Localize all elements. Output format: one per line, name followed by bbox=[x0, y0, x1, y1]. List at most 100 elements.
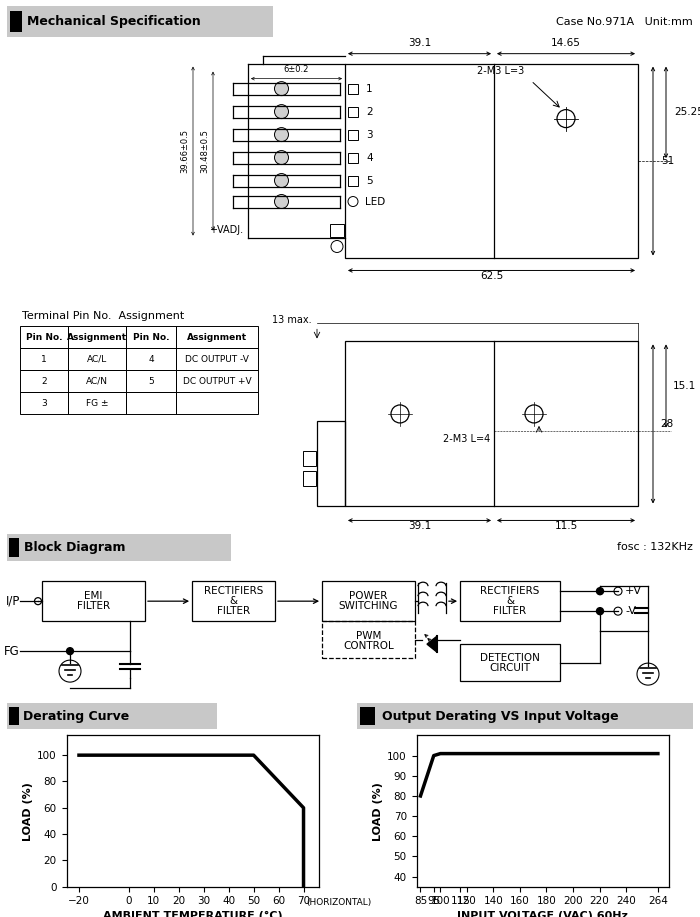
Bar bbox=[460, 644, 560, 681]
Circle shape bbox=[596, 608, 603, 614]
Text: RECTIFIERS: RECTIFIERS bbox=[204, 586, 263, 596]
Bar bbox=[68, 392, 126, 414]
Bar bbox=[348, 129, 358, 139]
X-axis label: AMBIENT TEMPERATURE (°C): AMBIENT TEMPERATURE (°C) bbox=[103, 911, 282, 917]
Text: Derating Curve: Derating Curve bbox=[22, 710, 129, 723]
Text: Pin No.: Pin No. bbox=[26, 333, 62, 342]
Text: 25.25: 25.25 bbox=[674, 107, 700, 117]
Text: DETECTION: DETECTION bbox=[480, 653, 540, 663]
Bar bbox=[348, 175, 358, 185]
X-axis label: INPUT VOLTAGE (VAC) 60Hz: INPUT VOLTAGE (VAC) 60Hz bbox=[457, 911, 628, 917]
Text: 4: 4 bbox=[366, 152, 372, 162]
Text: Assignment: Assignment bbox=[67, 333, 127, 342]
Text: DC OUTPUT -V: DC OUTPUT -V bbox=[185, 355, 249, 364]
Bar bbox=[20, 348, 68, 370]
Bar bbox=[9, 707, 18, 725]
Bar bbox=[303, 451, 316, 467]
Bar bbox=[68, 370, 126, 392]
Text: POWER: POWER bbox=[349, 591, 388, 602]
Text: AC/N: AC/N bbox=[86, 377, 108, 386]
Text: &: & bbox=[506, 596, 514, 606]
Text: 11.5: 11.5 bbox=[554, 522, 577, 532]
Bar bbox=[42, 581, 145, 621]
Text: 39.1: 39.1 bbox=[408, 522, 431, 532]
Text: Output Derating VS Input Voltage: Output Derating VS Input Voltage bbox=[382, 710, 619, 723]
Circle shape bbox=[596, 588, 603, 595]
Bar bbox=[176, 392, 258, 414]
Circle shape bbox=[274, 194, 288, 208]
Circle shape bbox=[34, 598, 41, 604]
Text: FILTER: FILTER bbox=[77, 602, 110, 611]
Text: 6±0.2: 6±0.2 bbox=[284, 64, 309, 73]
Text: 1: 1 bbox=[41, 355, 47, 364]
Text: Mechanical Specification: Mechanical Specification bbox=[27, 15, 201, 28]
Circle shape bbox=[274, 150, 288, 164]
Text: DC OUTPUT +V: DC OUTPUT +V bbox=[183, 377, 251, 386]
Bar bbox=[176, 326, 258, 348]
Circle shape bbox=[274, 127, 288, 141]
Bar bbox=[348, 106, 358, 116]
Text: PWM: PWM bbox=[356, 631, 382, 641]
Bar bbox=[348, 83, 358, 94]
Text: 4: 4 bbox=[148, 355, 154, 364]
Text: -V: -V bbox=[625, 606, 636, 616]
Bar bbox=[345, 63, 638, 259]
Bar bbox=[126, 392, 176, 414]
Text: fosc : 132KHz: fosc : 132KHz bbox=[617, 543, 693, 552]
Text: I/P: I/P bbox=[6, 594, 20, 608]
Circle shape bbox=[66, 647, 74, 655]
Text: 39.66±0.5: 39.66±0.5 bbox=[180, 129, 189, 173]
Text: 3: 3 bbox=[366, 129, 372, 139]
Bar bbox=[68, 348, 126, 370]
Text: Assignment: Assignment bbox=[187, 333, 247, 342]
Text: 5: 5 bbox=[366, 175, 372, 185]
Bar bbox=[330, 224, 344, 238]
Bar bbox=[192, 581, 275, 621]
Text: 15.1: 15.1 bbox=[673, 381, 696, 391]
Text: 30.48±0.5: 30.48±0.5 bbox=[200, 129, 209, 173]
Bar bbox=[348, 152, 358, 162]
Bar bbox=[176, 370, 258, 392]
Text: 5: 5 bbox=[148, 377, 154, 386]
Text: CONTROL: CONTROL bbox=[343, 641, 394, 651]
Y-axis label: LOAD (%): LOAD (%) bbox=[23, 781, 33, 841]
Bar bbox=[20, 326, 68, 348]
Text: 13 max.: 13 max. bbox=[272, 315, 312, 326]
Bar bbox=[126, 370, 176, 392]
Text: 1: 1 bbox=[366, 83, 372, 94]
Text: AC/L: AC/L bbox=[87, 355, 107, 364]
Bar bbox=[322, 621, 415, 658]
Bar bbox=[126, 326, 176, 348]
Bar bbox=[317, 421, 345, 506]
Text: 2-M3 L=3: 2-M3 L=3 bbox=[477, 66, 524, 75]
Bar bbox=[9, 537, 20, 557]
Text: Pin No.: Pin No. bbox=[133, 333, 169, 342]
Text: 39.1: 39.1 bbox=[408, 38, 431, 48]
Text: 3: 3 bbox=[41, 399, 47, 408]
Text: &: & bbox=[230, 596, 237, 606]
Text: LED: LED bbox=[365, 196, 385, 206]
Bar bbox=[322, 581, 415, 621]
Text: RECTIFIERS: RECTIFIERS bbox=[480, 586, 540, 596]
Text: Terminal Pin No.  Assignment: Terminal Pin No. Assignment bbox=[22, 312, 184, 322]
Text: EMI: EMI bbox=[84, 591, 103, 602]
Circle shape bbox=[274, 105, 288, 118]
Circle shape bbox=[274, 82, 288, 95]
Text: FILTER: FILTER bbox=[217, 606, 250, 616]
Bar bbox=[20, 370, 68, 392]
Text: +V: +V bbox=[625, 586, 642, 596]
Text: (HORIZONTAL): (HORIZONTAL) bbox=[306, 898, 371, 907]
Bar bbox=[303, 471, 316, 486]
Text: 2-M3 L=4: 2-M3 L=4 bbox=[443, 434, 491, 444]
Bar bbox=[345, 341, 638, 506]
Bar bbox=[360, 707, 375, 725]
Bar bbox=[176, 348, 258, 370]
Text: 62.5: 62.5 bbox=[480, 271, 503, 282]
Polygon shape bbox=[427, 636, 437, 652]
Text: CIRCUIT: CIRCUIT bbox=[489, 663, 531, 673]
Text: SWITCHING: SWITCHING bbox=[339, 602, 398, 611]
Text: FG ±: FG ± bbox=[85, 399, 108, 408]
Text: FG: FG bbox=[4, 645, 20, 657]
Bar bbox=[126, 348, 176, 370]
Text: Block Diagram: Block Diagram bbox=[24, 541, 125, 554]
